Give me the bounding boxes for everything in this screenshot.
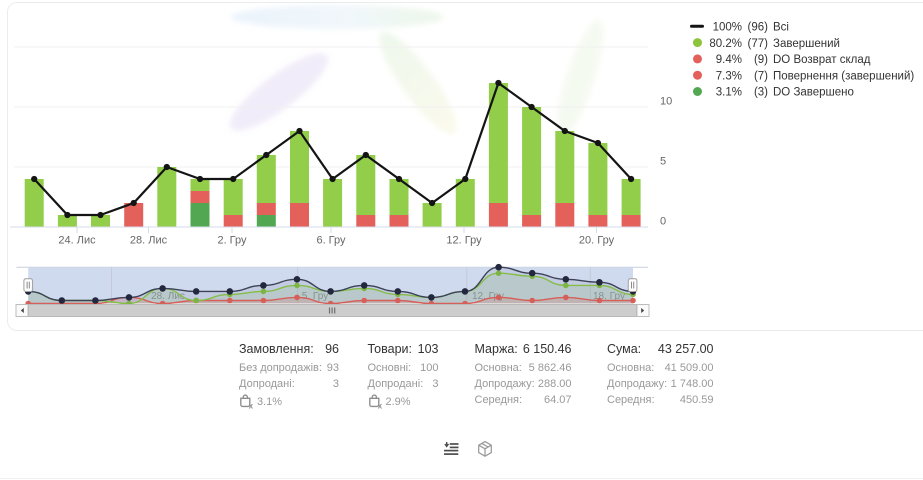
svg-text:24. Лис: 24. Лис — [58, 235, 96, 247]
svg-text:5. Гру: 5. Гру — [302, 291, 328, 302]
svg-text:28. Лис: 28. Лис — [130, 235, 168, 247]
svg-text:5: 5 — [660, 156, 666, 168]
svg-text:2. Гру: 2. Гру — [217, 235, 247, 247]
svg-text:7.3%: 7.3% — [716, 70, 742, 82]
svg-text:DO Возврат склад: DO Возврат склад — [773, 54, 871, 66]
svg-text:12. Гру: 12. Гру — [472, 291, 504, 302]
svg-text:18. Гру: 18. Гру — [593, 291, 625, 302]
svg-text:80.2%: 80.2% — [709, 38, 742, 50]
svg-text:(77): (77) — [748, 38, 769, 50]
svg-text:20. Гру: 20. Гру — [579, 235, 615, 247]
svg-text:9.4%: 9.4% — [716, 54, 742, 66]
svg-text:28. Лис: 28. Лис — [151, 291, 185, 302]
svg-text:(9): (9) — [754, 54, 768, 66]
svg-text:12. Гру: 12. Гру — [446, 235, 482, 247]
svg-text:100%: 100% — [713, 22, 742, 34]
svg-text:x: x — [249, 402, 254, 409]
svg-text:Повернення (завершений): Повернення (завершений) — [773, 70, 914, 82]
svg-text:(7): (7) — [754, 70, 768, 82]
svg-text:0: 0 — [660, 216, 666, 228]
svg-text:Завершений: Завершений — [773, 38, 840, 50]
svg-text:(3): (3) — [754, 87, 768, 99]
svg-text:Всі: Всі — [773, 22, 789, 34]
svg-text:DO Завершено: DO Завершено — [773, 87, 854, 99]
svg-text:3.1%: 3.1% — [716, 87, 742, 99]
svg-text:10: 10 — [660, 96, 672, 108]
svg-text:x: x — [377, 402, 382, 409]
svg-text:(96): (96) — [748, 22, 769, 34]
svg-text:6. Гру: 6. Гру — [316, 235, 346, 247]
